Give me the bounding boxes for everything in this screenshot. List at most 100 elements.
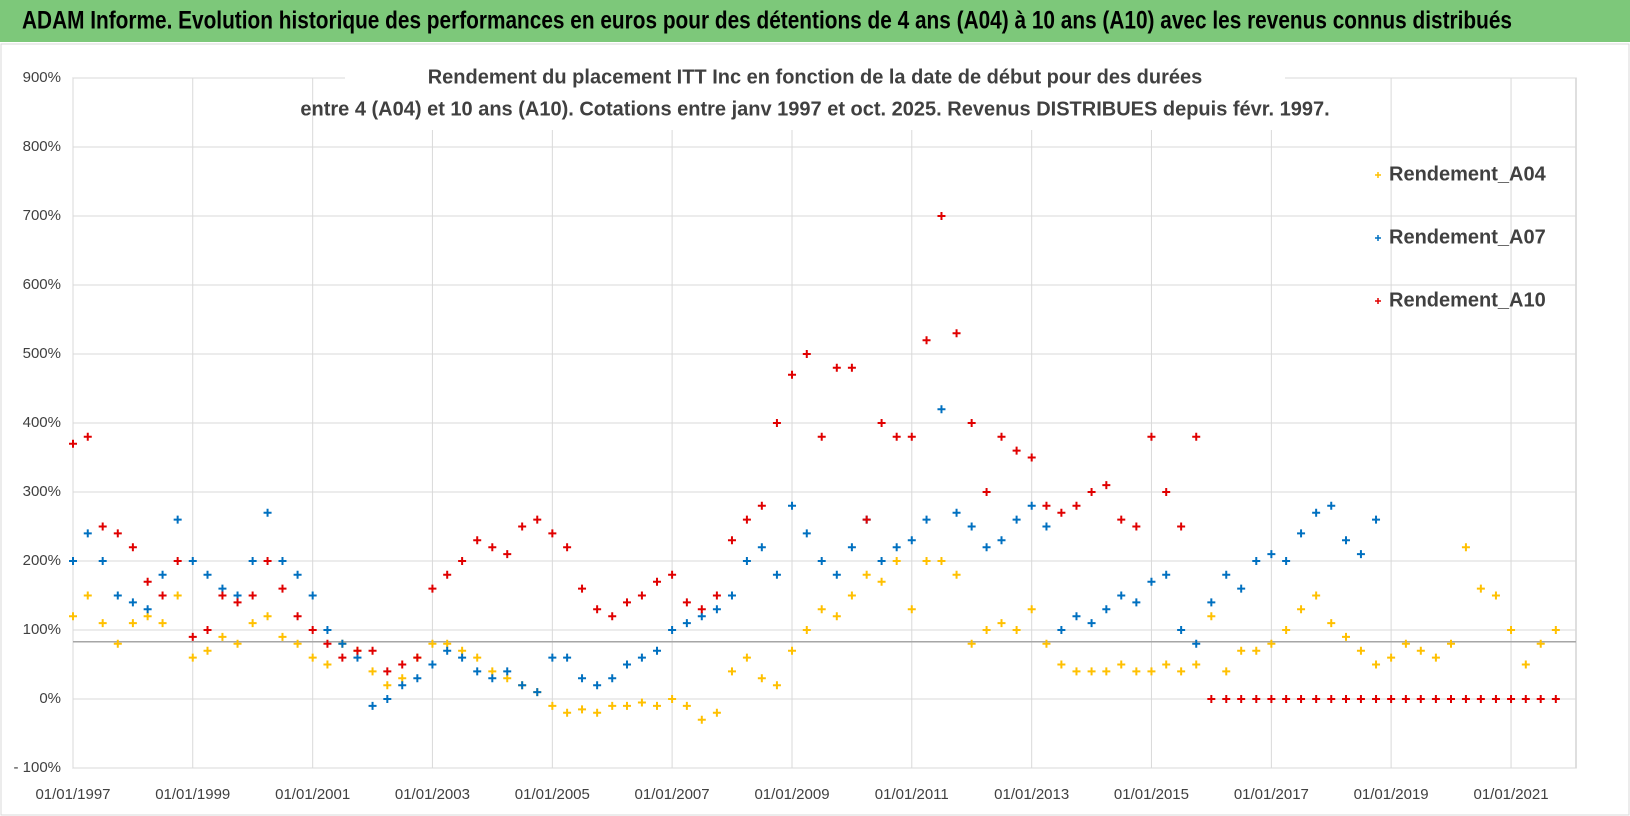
point [188, 653, 197, 662]
point [308, 653, 317, 662]
y-tick-label: 600% [23, 276, 61, 293]
y-tick-label: 500% [23, 345, 61, 362]
point [1447, 695, 1455, 703]
point [83, 432, 92, 441]
x-tick-label: 01/01/1999 [155, 786, 230, 803]
point [293, 612, 302, 621]
grid [72, 77, 1577, 769]
point [922, 336, 931, 345]
point [772, 570, 781, 579]
point [1356, 695, 1365, 703]
point [398, 674, 407, 683]
point [1387, 653, 1396, 662]
point [668, 626, 677, 634]
point [742, 557, 751, 565]
point [1222, 667, 1231, 676]
point [1027, 605, 1036, 614]
point [1057, 626, 1066, 634]
x-tick-label: 01/01/2003 [395, 786, 470, 803]
chart-title: Rendement du placement ITT Inc en foncti… [428, 66, 1203, 88]
point [937, 405, 946, 414]
point [278, 584, 287, 593]
marks [69, 212, 1560, 724]
point [1431, 695, 1440, 703]
point [922, 515, 931, 524]
point [158, 570, 167, 579]
header-bar [0, 0, 1630, 42]
point [1267, 639, 1276, 648]
point [278, 557, 287, 565]
point [1252, 557, 1261, 565]
point [952, 508, 961, 517]
point [757, 674, 766, 683]
point [308, 591, 317, 600]
point [817, 605, 826, 614]
y-tick-label: 200% [23, 552, 61, 569]
point [263, 612, 272, 621]
point [383, 681, 392, 690]
point [383, 667, 392, 676]
point [218, 591, 227, 600]
point [1491, 695, 1500, 703]
point [203, 570, 212, 579]
point [697, 612, 706, 621]
point [997, 619, 1006, 628]
point [697, 715, 706, 724]
point [428, 660, 437, 669]
point [203, 646, 212, 655]
point [323, 639, 332, 648]
point [788, 646, 797, 655]
point [1491, 591, 1500, 600]
point [608, 612, 617, 621]
point [128, 619, 137, 628]
point [143, 577, 152, 586]
point [98, 619, 107, 628]
x-tick-label: 01/01/2019 [1354, 786, 1429, 803]
point [952, 329, 961, 338]
point [668, 570, 677, 579]
point [1401, 639, 1410, 648]
legend-marker [1375, 298, 1381, 304]
point [563, 653, 572, 662]
point [413, 674, 422, 683]
x-tick-label: 01/01/2007 [635, 786, 710, 803]
point [788, 370, 797, 379]
point [1012, 446, 1021, 455]
point [473, 536, 482, 545]
legend-label: Rendement_A07 [1389, 226, 1546, 248]
point [847, 543, 856, 552]
point [533, 515, 542, 524]
point [1327, 501, 1336, 510]
point [1237, 646, 1246, 655]
point [83, 529, 92, 538]
point [488, 543, 497, 552]
point [952, 570, 961, 579]
point [1387, 695, 1396, 703]
point [1431, 653, 1440, 662]
point [817, 432, 826, 441]
point [668, 695, 677, 703]
point [877, 419, 886, 427]
point [578, 674, 587, 683]
point [817, 557, 826, 565]
point [338, 653, 347, 662]
point [1461, 695, 1470, 703]
point [428, 584, 437, 593]
point [548, 701, 557, 710]
legend-label: Rendement_A10 [1389, 289, 1546, 311]
point [188, 557, 197, 565]
point [1536, 695, 1545, 703]
point [1222, 695, 1231, 703]
point [263, 557, 272, 565]
point [69, 557, 77, 565]
point [113, 529, 122, 538]
y-tick-label: 900% [23, 69, 61, 86]
point [518, 681, 527, 690]
point [682, 598, 691, 607]
point [1521, 695, 1530, 703]
point [338, 639, 347, 648]
point [1356, 550, 1365, 559]
y-tick-label: 100% [23, 621, 61, 638]
